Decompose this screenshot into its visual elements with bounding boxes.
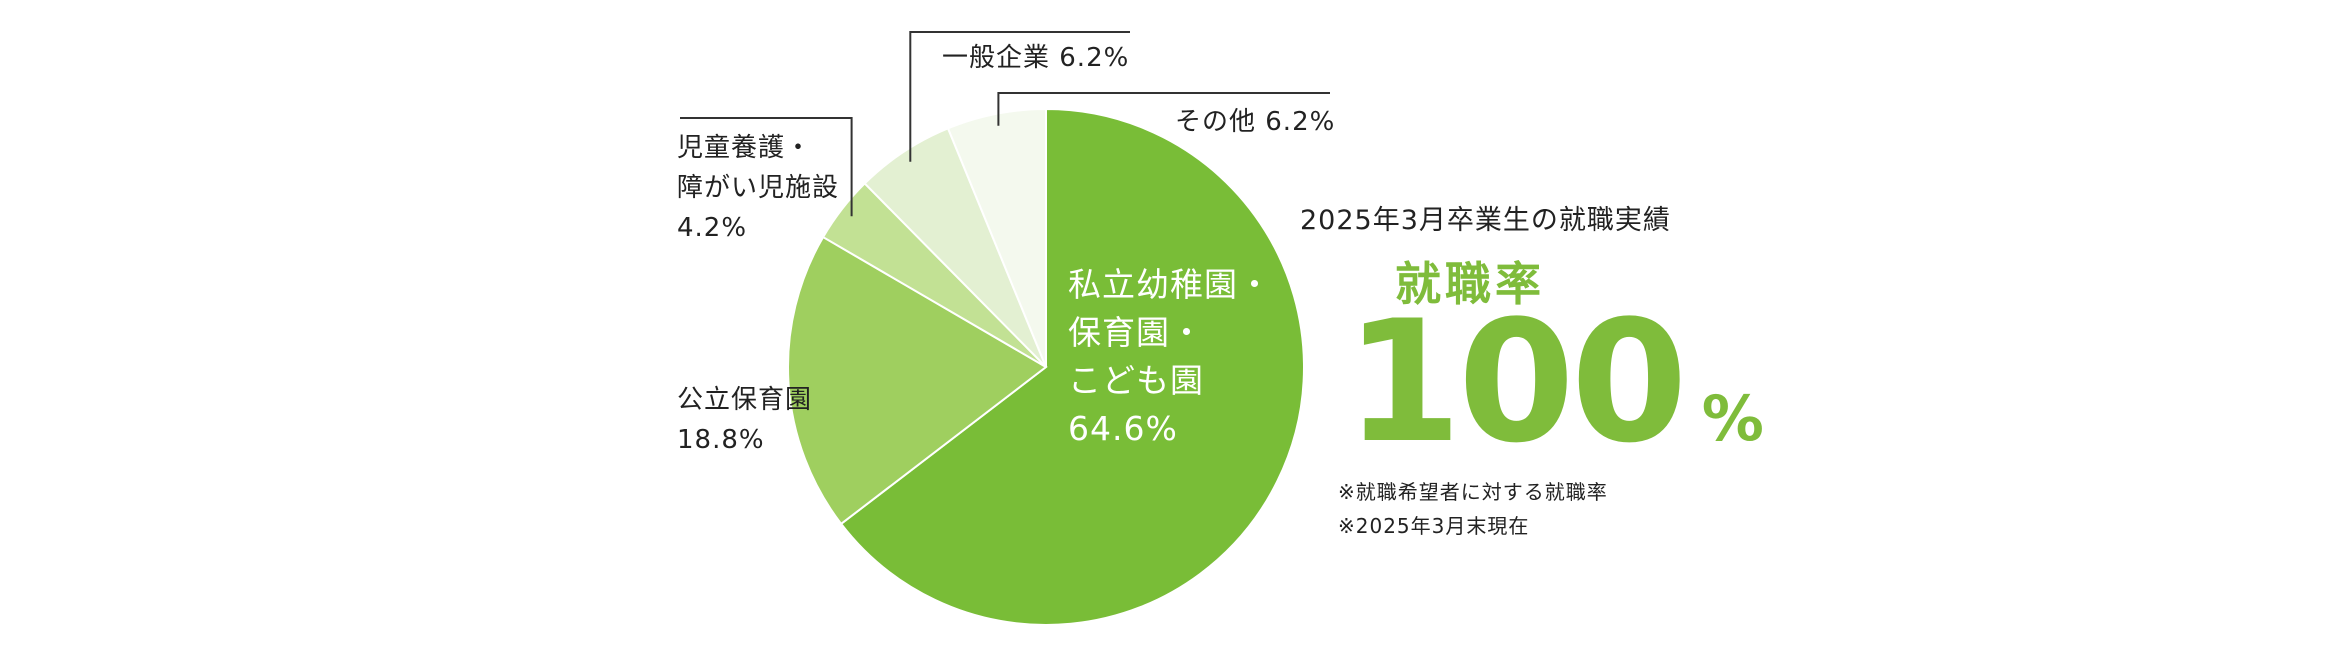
slice-label-line: 64.6% xyxy=(1068,409,1178,448)
footnote-rate-basis: ※就職希望者に対する就職率 xyxy=(1338,480,1608,504)
label-private-kindergartens: 私立幼稚園・ 保育園・こども園 64.6% xyxy=(1068,261,1272,453)
leader-line-welfare xyxy=(680,117,853,217)
slice-label-line: 4.2% xyxy=(677,213,748,243)
label-welfare-facilities: 児童養護・障がい児施設 4.2% xyxy=(677,128,839,248)
footnote-as-of-date: ※2025年3月末現在 xyxy=(1338,514,1530,538)
slice-label-line: その他 6.2% xyxy=(1175,107,1336,137)
slice-label-line: 一般企業 6.2% xyxy=(942,43,1130,73)
employment-rate-value: 100 xyxy=(1345,284,1688,480)
slice-public-nursery xyxy=(787,235,1048,526)
employment-rate-label: 就職率 xyxy=(1395,257,1545,311)
slice-label-line: こども園 xyxy=(1068,361,1204,400)
label-other: その他 6.2% xyxy=(1175,102,1335,142)
leader-lines xyxy=(680,31,1330,217)
slice-label-line: 公立保育園 xyxy=(677,385,813,415)
pie-slices xyxy=(787,107,1305,626)
slice-label-line: 私立幼稚園・ xyxy=(1068,265,1272,304)
label-public-nursery: 公立保育園 18.8% xyxy=(677,380,812,460)
leader-line-companies xyxy=(909,31,1130,162)
employment-rate: 100% xyxy=(1345,298,1764,466)
employment-rate-unit: % xyxy=(1701,382,1764,455)
slice-private-kindergartens xyxy=(839,107,1305,626)
slice-label-line: 18.8% xyxy=(677,425,765,455)
slice-label-line: 保育園・ xyxy=(1068,313,1204,352)
leader-line-other xyxy=(997,92,1330,126)
slice-label-line: 児童養護・ xyxy=(677,133,813,163)
slice-other xyxy=(946,107,1047,368)
results-heading: 2025年3月卒業生の就職実績 xyxy=(1300,205,1671,236)
label-general-companies: 一般企業 6.2% xyxy=(942,38,1129,78)
slice-label-line: 障がい児施設 xyxy=(677,173,840,203)
